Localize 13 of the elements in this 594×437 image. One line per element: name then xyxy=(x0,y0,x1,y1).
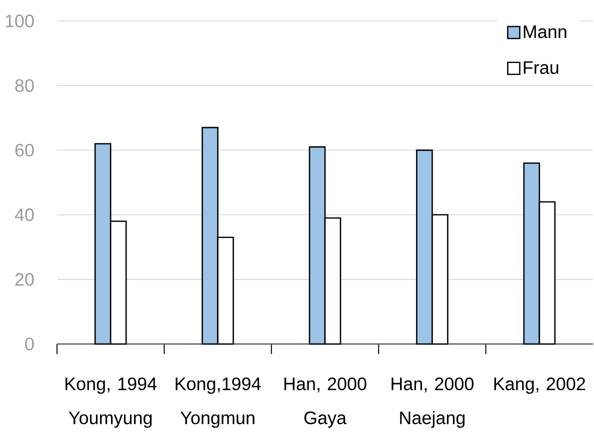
x-tick-label: Kong, 1994 Youmyung xyxy=(66,378,157,428)
y-tick-label: 100 xyxy=(6,14,34,28)
y-tick-label: 40 xyxy=(14,208,34,222)
x-tick-label: Han, 2000 Gaya xyxy=(284,378,366,428)
y-tick-label: 60 xyxy=(15,144,34,157)
x-tick-label: Kang, 2002 xyxy=(494,378,586,394)
y-tick-label: 20 xyxy=(15,273,34,286)
x-tick-label: Kong,1994 Yongmun xyxy=(176,378,261,428)
x-tick-label: Han, 2000 Naejang xyxy=(392,378,474,428)
legend-label: Frau xyxy=(524,61,558,74)
y-tick-label: 80 xyxy=(15,79,34,92)
legend-label: Mann xyxy=(524,26,566,38)
y-tick-label: 0 xyxy=(25,338,34,350)
